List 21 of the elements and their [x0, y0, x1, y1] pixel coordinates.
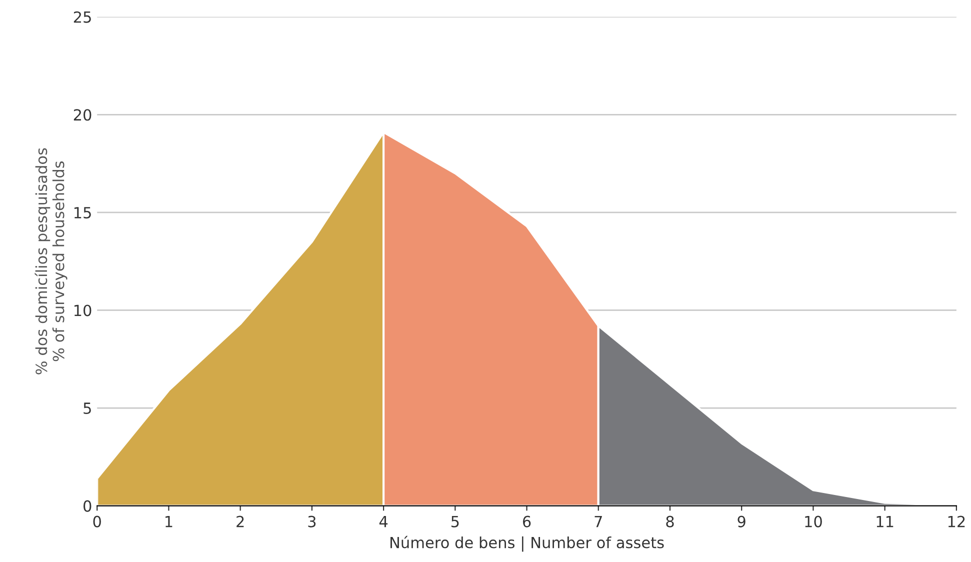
x-tick-label: 11	[876, 516, 894, 528]
x-axis-title: Número de bens | Number of assets	[390, 536, 664, 552]
x-tick-label: 9	[738, 516, 746, 528]
y-tick-label: 10	[74, 304, 92, 316]
x-tick-label: 12	[948, 516, 965, 528]
y-tick-label: 0	[84, 500, 92, 512]
y-axis-title: % dos domicílios pesquisados % of surveyed households	[34, 148, 68, 374]
x-tick-label: 4	[379, 516, 388, 528]
x-tick-label: 6	[522, 516, 531, 528]
x-tick-label: 2	[236, 516, 244, 528]
x-tick-label: 5	[451, 516, 459, 528]
y-tick-label: 5	[84, 402, 91, 414]
y-tick-label: 25	[74, 11, 91, 23]
y-tick-label: 15	[74, 207, 91, 218]
x-tick-label: 10	[805, 516, 822, 528]
x-tick-label: 8	[666, 516, 674, 528]
x-tick-label: 3	[308, 516, 316, 528]
x-tick-label: 0	[93, 516, 101, 528]
x-tick-label: 1	[166, 516, 172, 528]
y-tick-label: 20	[74, 109, 92, 121]
x-tick-label: 7	[594, 516, 602, 528]
